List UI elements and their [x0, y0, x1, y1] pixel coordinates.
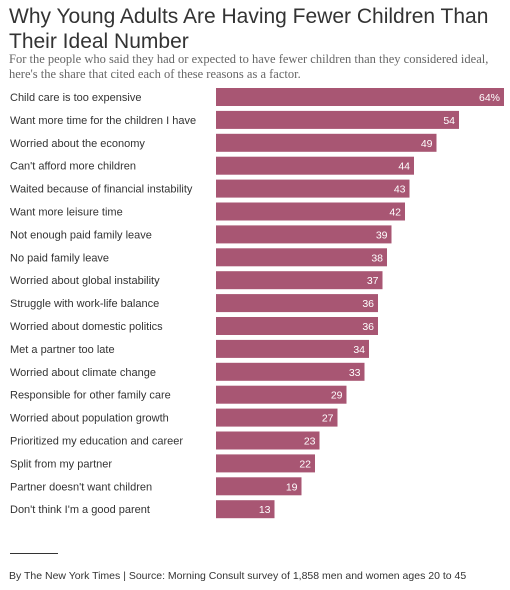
category-label: Responsible for other family care: [10, 390, 171, 402]
value-label: 29: [331, 390, 343, 402]
chart-subtitle: For the people who said they had or expe…: [9, 52, 489, 81]
category-label: Split from my partner: [10, 458, 112, 470]
value-label: 39: [376, 229, 388, 241]
category-label: Waited because of financial instability: [10, 184, 193, 196]
value-label: 42: [389, 207, 401, 219]
bar: [216, 202, 405, 221]
category-label: Worried about population growth: [10, 413, 169, 425]
value-label: 19: [286, 481, 298, 493]
category-label: Can't afford more children: [10, 161, 136, 173]
value-label: 54: [443, 115, 455, 127]
bar: [216, 454, 315, 473]
bar: [216, 477, 302, 496]
value-label: 36: [362, 321, 374, 333]
bar: [216, 317, 378, 335]
category-label: No paid family leave: [10, 252, 109, 264]
bar: [216, 88, 504, 106]
bar: [216, 431, 320, 450]
value-label: 34: [353, 344, 365, 356]
value-label: 37: [367, 275, 379, 287]
bar: [216, 362, 365, 381]
value-label: 43: [394, 184, 406, 196]
bar: [216, 248, 387, 267]
category-label: Want more time for the children I have: [10, 115, 196, 127]
value-label: 13: [259, 504, 271, 516]
category-label: Don't think I'm a good parent: [10, 504, 150, 516]
bar: [216, 133, 437, 152]
bar: [216, 408, 338, 427]
value-label: 64%: [479, 92, 500, 104]
value-label: 38: [371, 252, 383, 264]
category-label: Prioritized my education and career: [10, 436, 183, 448]
bar: [216, 339, 369, 358]
bar: [216, 271, 383, 290]
footer-rule: [10, 553, 58, 554]
source-footer: By The New York Times | Source: Morning …: [9, 570, 467, 582]
chart-title: Why Young Adults Are Having Fewer Childr…: [9, 5, 489, 53]
bar: [216, 156, 414, 175]
bar: [216, 225, 392, 244]
bar-chart: Child care is too expensive 64% Want more …: [10, 88, 504, 519]
bar: [216, 110, 459, 129]
value-label: 49: [421, 138, 433, 150]
category-label: Want more leisure time: [10, 207, 123, 219]
bar: [216, 179, 410, 198]
value-label: 22: [299, 458, 311, 470]
category-label: Worried about global instability: [10, 275, 160, 287]
category-label: Struggle with work-life balance: [10, 298, 159, 310]
bar: [216, 500, 275, 519]
bar: [216, 385, 347, 404]
category-label: Worried about the economy: [10, 138, 145, 150]
category-label: Worried about climate change: [10, 367, 156, 379]
value-label: 23: [304, 436, 316, 448]
category-label: Not enough paid family leave: [10, 229, 152, 241]
value-label: 33: [349, 367, 361, 379]
category-label: Partner doesn't want children: [10, 481, 152, 493]
value-label: 44: [398, 161, 410, 173]
category-label: Child care is too expensive: [10, 92, 141, 104]
value-label: 27: [322, 413, 334, 425]
category-label: Worried about domestic politics: [10, 321, 163, 333]
value-label: 36: [362, 298, 374, 310]
bar: [216, 294, 378, 313]
category-label: Met a partner too late: [10, 344, 115, 356]
